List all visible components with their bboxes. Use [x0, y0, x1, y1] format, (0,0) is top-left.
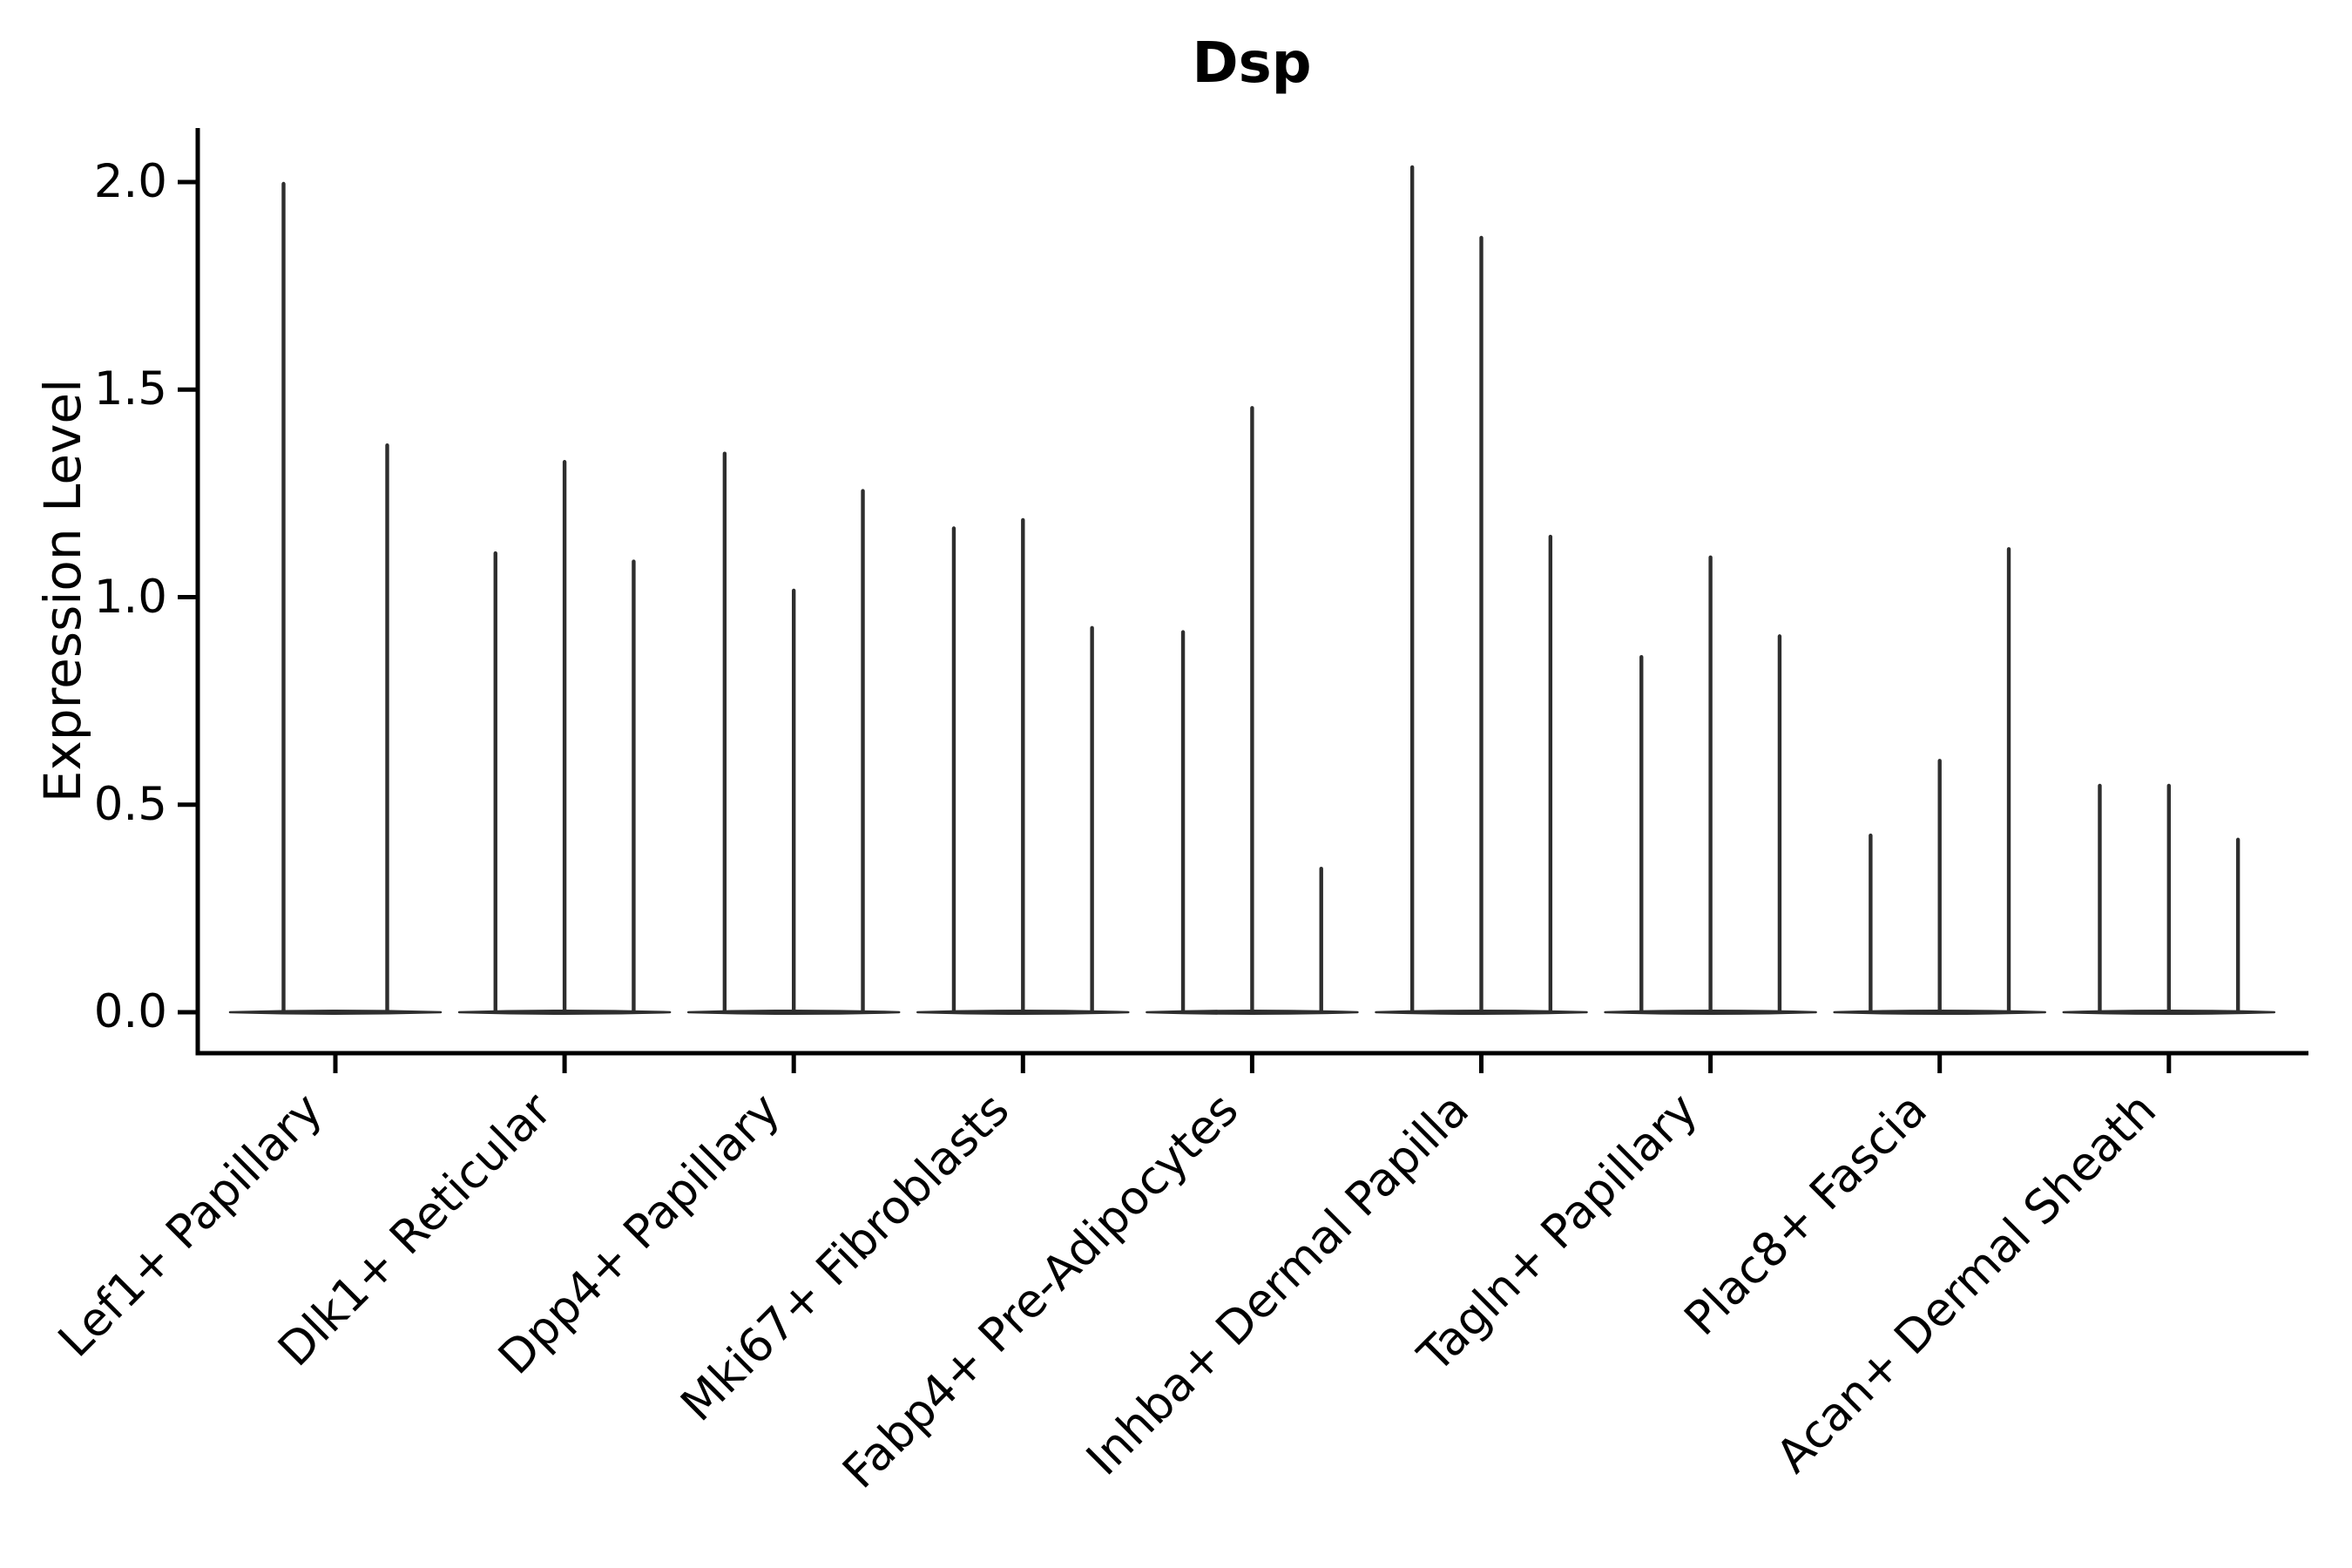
- y-tick-label: 2.0: [93, 155, 167, 208]
- y-tick-label: 0.0: [93, 985, 167, 1038]
- violin-baseline: [228, 1010, 443, 1015]
- y-tick-label: 1.5: [93, 362, 167, 416]
- violin-baseline: [686, 1010, 901, 1015]
- violin-baseline: [1833, 1010, 2046, 1015]
- violin-baseline: [916, 1010, 1130, 1015]
- violin-baseline: [2062, 1010, 2276, 1015]
- y-tick-label: 1.0: [93, 571, 167, 624]
- violin-baseline: [1146, 1010, 1359, 1015]
- violin-baseline: [457, 1010, 672, 1015]
- violin-baseline: [1604, 1010, 1817, 1015]
- violin-baseline: [1375, 1010, 1588, 1015]
- plot-title: Dsp: [1192, 31, 1312, 96]
- y-tick-label: 0.5: [93, 778, 167, 831]
